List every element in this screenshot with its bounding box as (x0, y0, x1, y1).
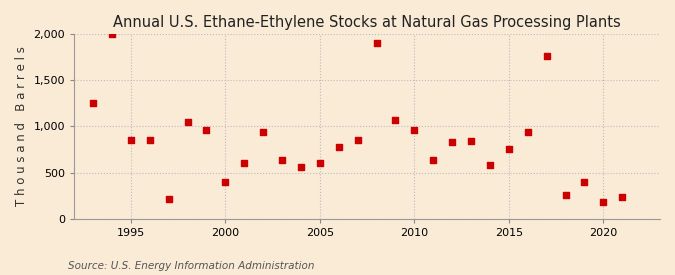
Point (201, 128, 212, 132)
Point (428, 158, 439, 162)
Point (333, 145, 344, 149)
Point (541, 54, 552, 58)
Title: Annual U.S. Ethane-Ethylene Stocks at Natural Gas Processing Plants: Annual U.S. Ethane-Ethylene Stocks at Na… (113, 15, 621, 30)
Point (485, 163, 495, 167)
Point (144, 138, 155, 142)
Point (296, 165, 306, 169)
Point (504, 147, 514, 151)
Point (617, 195, 628, 199)
Point (277, 158, 288, 162)
Point (315, 161, 325, 166)
Text: Source: U.S. Energy Information Administration: Source: U.S. Energy Information Administ… (68, 261, 314, 271)
Point (522, 130, 533, 134)
Point (239, 161, 250, 166)
Point (352, 138, 363, 142)
Point (182, 120, 193, 124)
Point (258, 130, 269, 134)
Point (579, 180, 590, 184)
Point (390, 118, 401, 122)
Point (107, 32, 117, 36)
Point (598, 200, 609, 204)
Y-axis label: T h o u s a n d   B a r r e l s: T h o u s a n d B a r r e l s (15, 46, 28, 207)
Point (466, 139, 477, 144)
Point (163, 197, 174, 201)
Point (126, 138, 136, 142)
Point (560, 193, 571, 197)
Point (220, 180, 231, 184)
Point (88, 101, 99, 106)
Point (447, 140, 458, 144)
Point (409, 128, 420, 132)
Point (371, 41, 382, 45)
